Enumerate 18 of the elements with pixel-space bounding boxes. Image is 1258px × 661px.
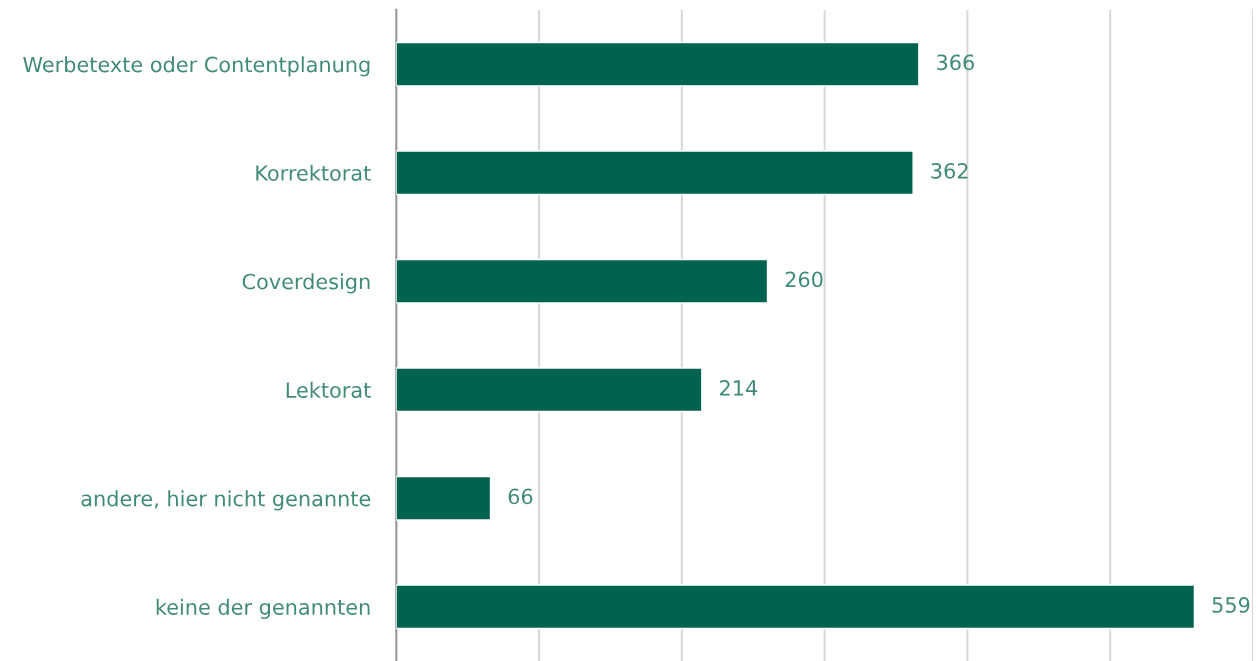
data-label: 559 <box>1212 597 1250 613</box>
y-tick-label: Korrektorat <box>256 164 371 181</box>
y-tick-label: keine der genannten <box>156 598 370 619</box>
y-tick-label: Werbetexte oder Contentplanung <box>23 56 370 77</box>
bar <box>396 367 703 413</box>
bar <box>396 258 769 304</box>
bar <box>396 584 1196 630</box>
data-label: 362 <box>931 162 968 179</box>
bar <box>396 150 914 196</box>
data-label: 260 <box>785 271 823 288</box>
data-label: 366 <box>937 54 974 71</box>
y-tick-label: Coverdesign <box>242 273 370 294</box>
bar <box>396 41 920 87</box>
y-tick-label: Lektorat <box>286 381 371 398</box>
y-tick-label: andere, hier nicht genannte <box>81 490 371 511</box>
bar <box>396 475 492 521</box>
data-label: 214 <box>720 380 758 396</box>
data-label: 66 <box>508 488 533 505</box>
